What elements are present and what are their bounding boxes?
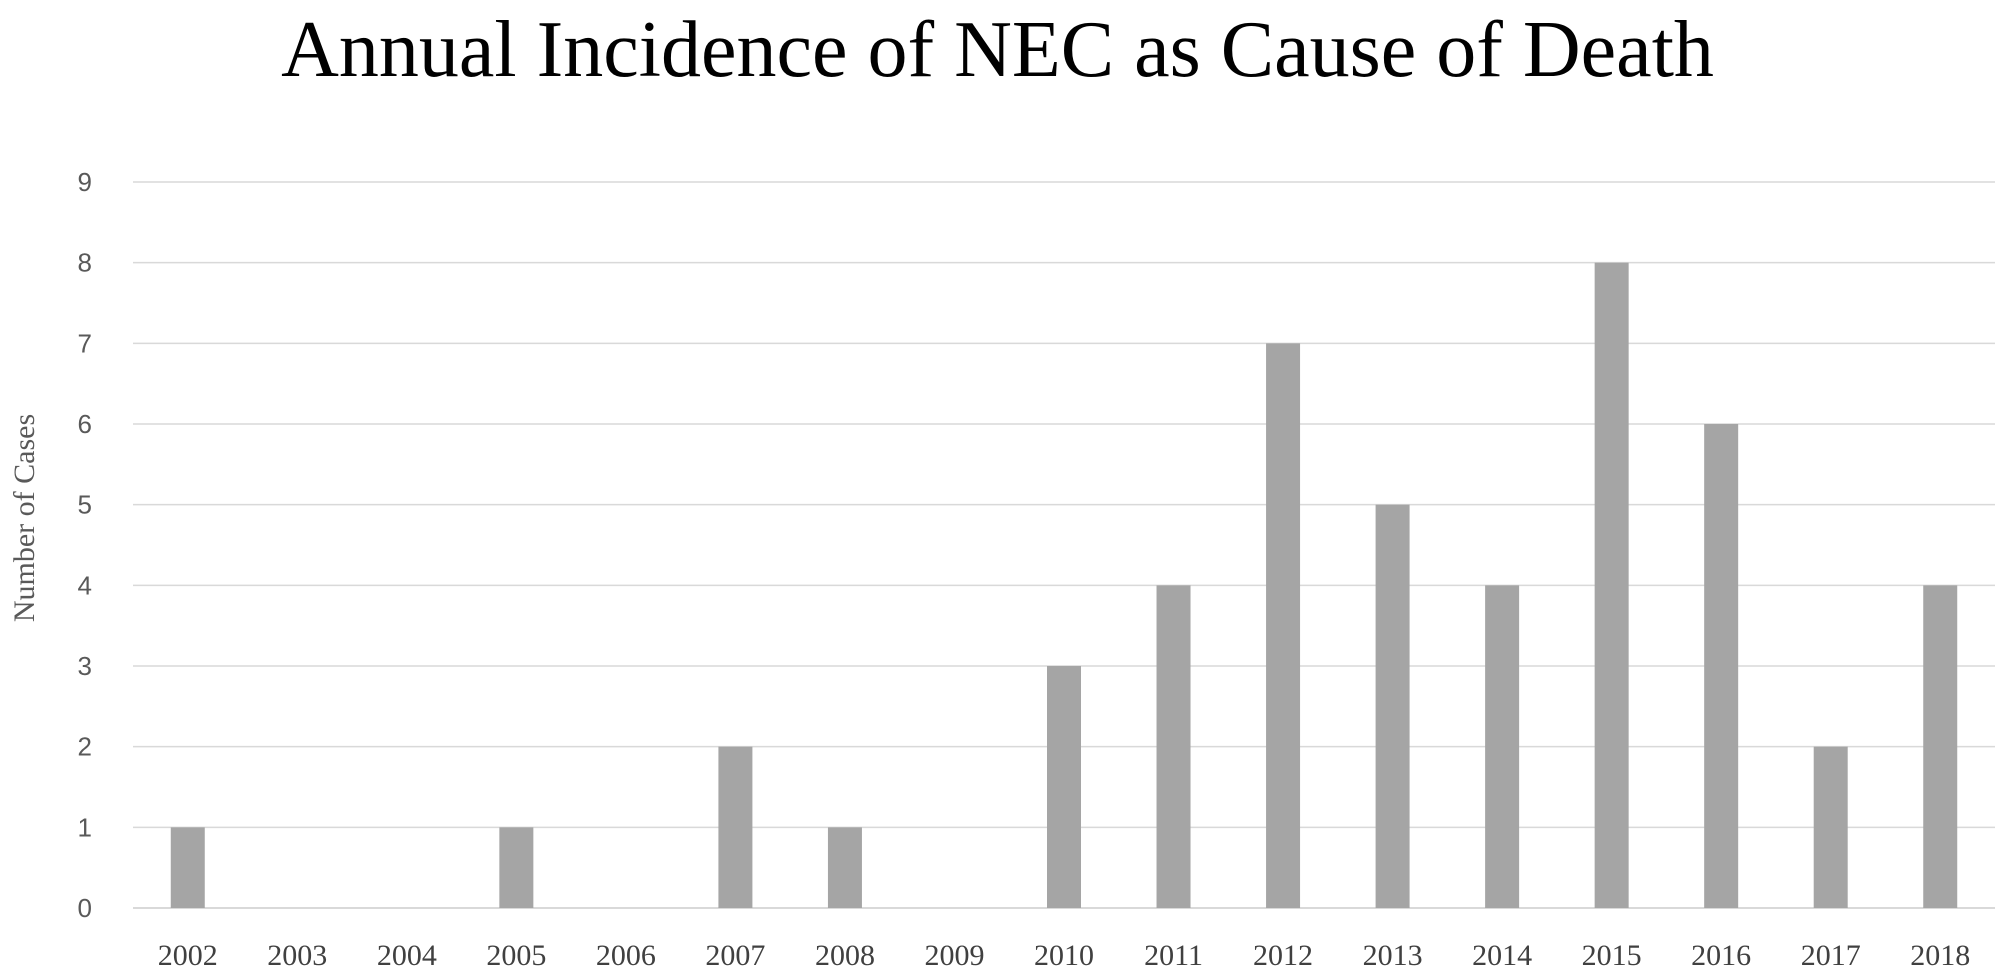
x-tick-label: 2010 [1034,939,1094,972]
x-tick-label: 2007 [705,939,765,972]
bar-2016 [1704,424,1739,908]
x-tick-label: 2018 [1910,939,1970,972]
x-tick-label: 2011 [1144,939,1203,972]
y-tick-label: 9 [78,167,92,197]
x-tick-label: 2017 [1801,939,1861,972]
bar-2018 [1923,585,1958,908]
bar-2014 [1485,585,1520,908]
y-tick-label: 6 [78,409,92,439]
y-tick-labels: 0 1 2 3 4 5 6 7 8 9 [78,167,92,923]
x-tick-label: 2002 [158,939,218,972]
x-tick-label: 2013 [1363,939,1423,972]
bar-2013 [1375,504,1410,908]
bars [170,262,1958,909]
x-tick-label: 2016 [1691,939,1751,972]
x-tick-label: 2004 [377,939,437,972]
bar-2010 [1047,666,1081,908]
x-tick-labels: 2002 2003 2004 2005 2006 2007 2008 2009 2010 2011… [158,939,1970,972]
x-tick-label: 2012 [1253,939,1313,972]
y-tick-label: 4 [78,570,92,600]
x-tick-label: 2009 [924,939,984,972]
bar-2002 [170,827,205,908]
bar-2005 [499,827,534,908]
y-tick-label: 2 [78,732,92,762]
y-tick-label: 3 [78,651,92,681]
x-tick-label: 2006 [596,939,656,972]
x-tick-label: 2014 [1472,939,1532,972]
y-tick-label: 7 [78,328,92,358]
bar-2012 [1266,343,1301,908]
chart-title: Annual Incidence of NEC as Cause of Deat… [281,6,1714,94]
bar-2017 [1813,746,1848,908]
y-tick-label: 0 [78,893,92,923]
bar-2007 [718,746,753,908]
x-tick-label: 2005 [486,939,546,972]
y-tick-label: 1 [78,812,92,842]
bar-2015 [1594,262,1629,909]
y-tick-label: 8 [78,248,92,278]
bar-2008 [827,827,862,908]
y-axis-title: Number of Cases [8,414,41,622]
x-tick-label: 2003 [267,939,327,972]
y-tick-label: 5 [78,490,92,520]
x-tick-label: 2015 [1582,939,1642,972]
x-tick-label: 2008 [815,939,875,972]
bar-2011 [1156,585,1191,908]
